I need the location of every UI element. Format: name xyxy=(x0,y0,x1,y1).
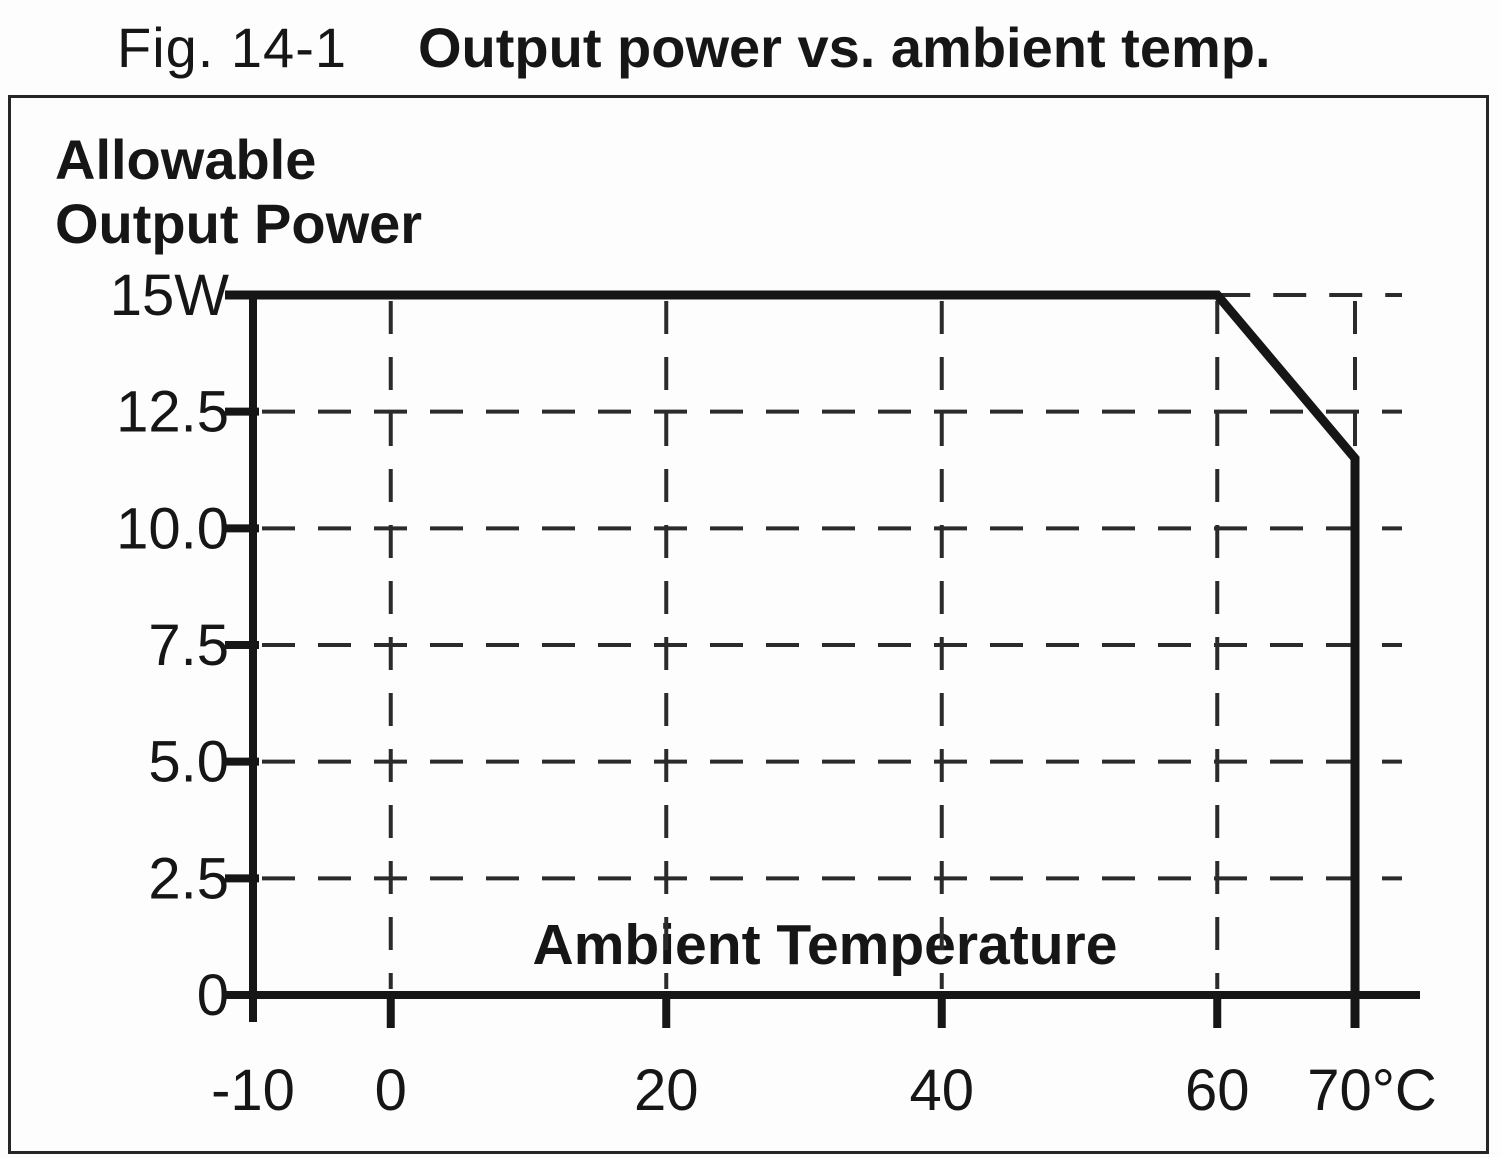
x-tick-label: 20 xyxy=(634,1058,699,1123)
y-axis-title-line1: Allowable xyxy=(55,128,317,191)
y-axis-title: Allowable Output Power xyxy=(55,128,422,256)
x-tick-label: 70°C xyxy=(1307,1058,1437,1123)
chart-frame xyxy=(8,95,1489,1154)
x-tick-label: 60 xyxy=(1185,1058,1250,1123)
y-tick-label: 10.0 xyxy=(116,496,229,561)
y-tick-label: 5.0 xyxy=(148,730,229,795)
power-derating-curve xyxy=(225,290,1360,1028)
y-tick-label: 7.5 xyxy=(148,613,229,678)
x-tick-label: 0 xyxy=(375,1058,407,1123)
figure-number: Fig. 14-1 xyxy=(117,16,347,79)
y-tick-label: 15W xyxy=(110,263,230,328)
y-axis-title-line2: Output Power xyxy=(55,192,423,255)
y-tick-label: 2.5 xyxy=(148,846,229,911)
x-tick-label: 40 xyxy=(909,1058,974,1123)
figure-caption: Output power vs. ambient temp. xyxy=(418,16,1271,79)
y-tick-label: 0 xyxy=(197,963,229,1028)
y-tick-label: 12.5 xyxy=(116,380,229,445)
x-tick-label: -10 xyxy=(211,1058,295,1123)
x-axis-title: Ambient Temperature xyxy=(532,913,1118,977)
